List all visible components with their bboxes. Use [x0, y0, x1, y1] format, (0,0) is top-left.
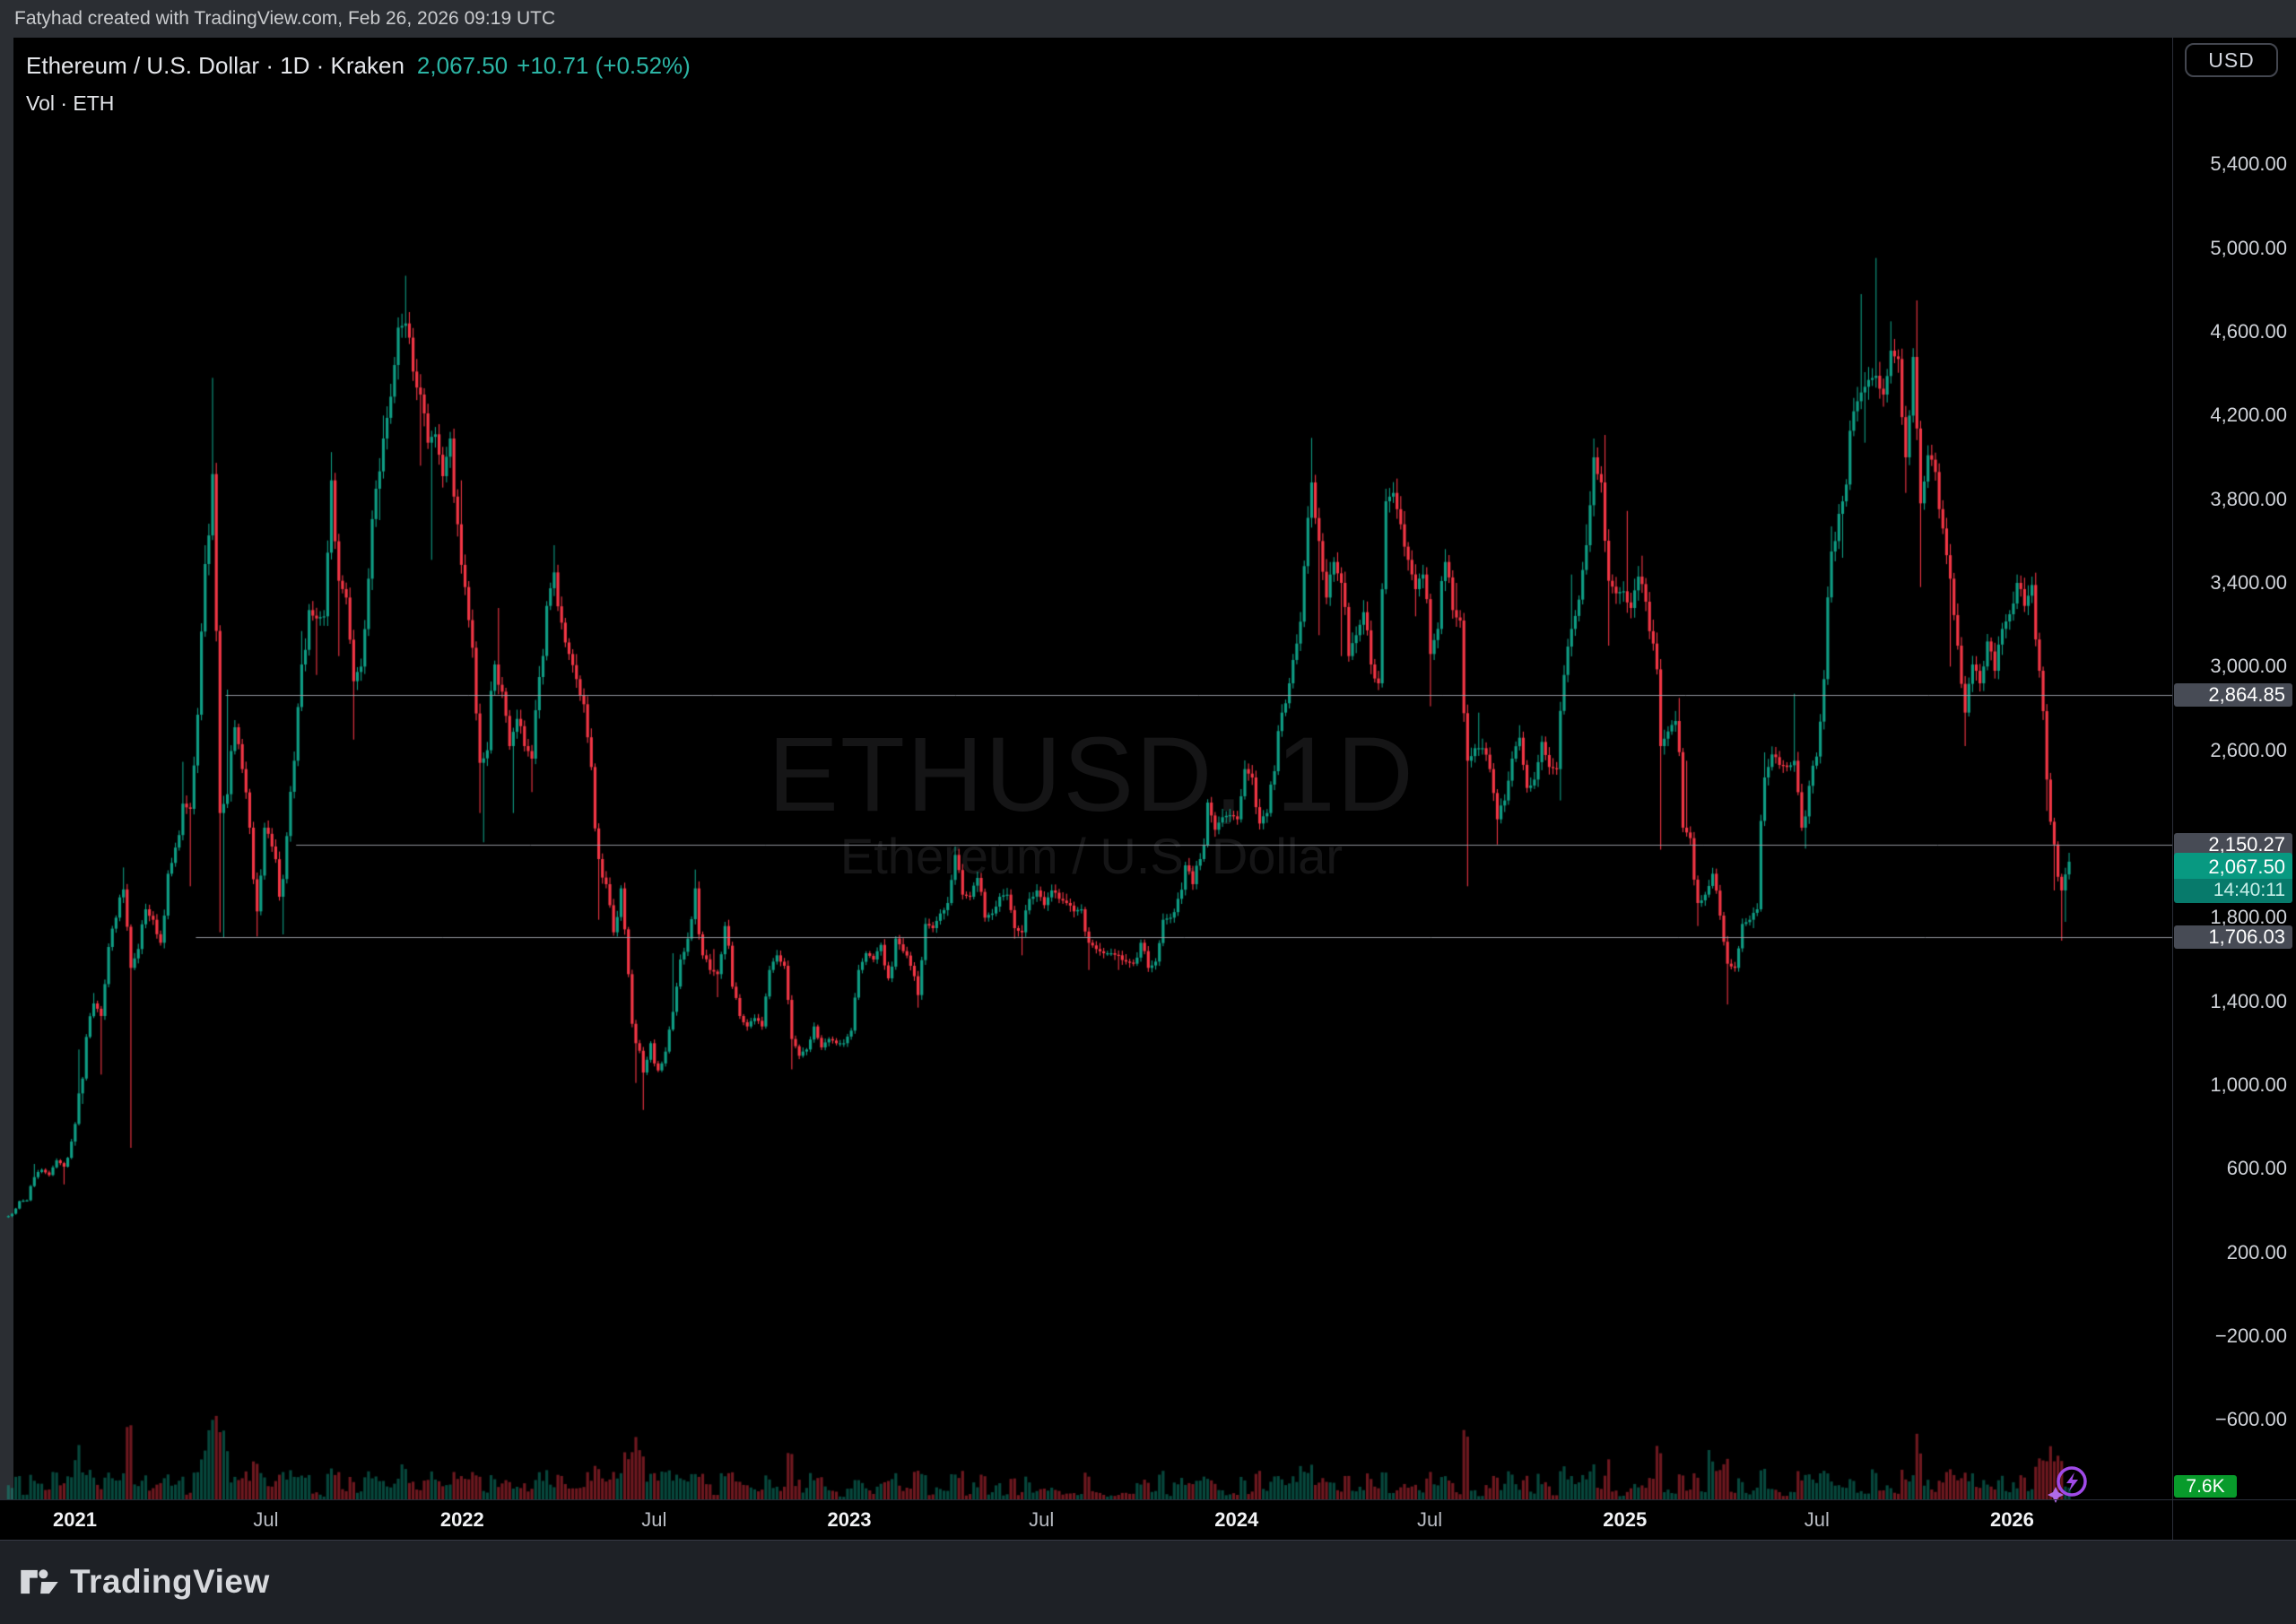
bar-countdown: 14:40:11: [2174, 879, 2292, 903]
time-axis-year-label: 2024: [1214, 1508, 1259, 1531]
tradingview-logo[interactable]: TradingView: [18, 1560, 270, 1603]
price-axis-label: −600.00: [2214, 1408, 2287, 1431]
footer-bar: TradingView: [0, 1541, 2296, 1624]
time-axis-month-label: Jul: [253, 1508, 279, 1531]
price-axis-label: 2,600.00: [2210, 738, 2287, 761]
time-axis-month-label: Jul: [1029, 1508, 1055, 1531]
level-badge-1706: 1,706.03: [2174, 925, 2292, 950]
boost-rocket-icon[interactable]: [2045, 1462, 2092, 1505]
price-axis-label: 4,200.00: [2210, 404, 2287, 427]
price-axis-label: 3,400.00: [2210, 570, 2287, 594]
price-axis-label: 600.00: [2226, 1157, 2287, 1180]
price-axis-label: 5,000.00: [2210, 236, 2287, 259]
price-axis[interactable]: USD 5,400.00 5,000.00 4,600.00 4,200.00 3,80…: [2172, 38, 2296, 1540]
price-axis-label: 3,000.00: [2210, 655, 2287, 678]
chart-legend[interactable]: Ethereum / U.S. Dollar · 1D · Kraken 2,06…: [26, 52, 691, 116]
price-change-value: +10.71 (+0.52%): [517, 52, 691, 79]
time-axis-year-label: 2022: [439, 1508, 484, 1531]
time-axis[interactable]: 2021 Jul 2022 Jul 2023 Jul 2024 Jul 2025 Jul 2026: [0, 1500, 2172, 1540]
time-axis-year-label: 2026: [1989, 1508, 2034, 1531]
tradingview-logo-text: TradingView: [70, 1563, 270, 1600]
price-axis-label: 1,800.00: [2210, 906, 2287, 929]
price-axis-label: 1,400.00: [2210, 989, 2287, 1012]
volume-value-badge: 7.6K: [2174, 1475, 2237, 1498]
price-axis-label: −200.00: [2214, 1324, 2287, 1347]
time-axis-month-label: Jul: [641, 1508, 667, 1531]
tradingview-logo-icon: [21, 1569, 58, 1594]
time-axis-month-label: Jul: [1416, 1508, 1443, 1531]
timeaxis-separator: [0, 1499, 2296, 1500]
last-price-value: 2,067.50: [416, 52, 509, 79]
currency-usd-button[interactable]: USD: [2185, 43, 2278, 77]
last-price-badge: 2,067.50 14:40:11: [2174, 853, 2292, 903]
footer-separator: [0, 1540, 2296, 1541]
level-badge-2150: 2,150.27: [2174, 832, 2292, 856]
time-axis-year-label: 2021: [53, 1508, 97, 1531]
time-axis-month-label: Jul: [1804, 1508, 1830, 1531]
symbol-title[interactable]: Ethereum / U.S. Dollar · 1D · Kraken: [26, 52, 404, 79]
volume-indicator-label[interactable]: Vol · ETH: [26, 91, 115, 115]
price-axis-label: 3,800.00: [2210, 487, 2287, 510]
level-badge-2864: 2,864.85: [2174, 682, 2292, 707]
axis-separator-vertical: [2172, 38, 2173, 1540]
price-axis-label: 200.00: [2226, 1240, 2287, 1264]
price-axis-label: 5,400.00: [2210, 152, 2287, 176]
price-axis-label: 1,000.00: [2210, 1073, 2287, 1096]
time-axis-year-label: 2025: [1603, 1508, 1648, 1531]
time-axis-year-label: 2023: [827, 1508, 872, 1531]
last-price-badge-value: 2,067.50: [2174, 853, 2292, 879]
price-axis-label: 4,600.00: [2210, 319, 2287, 343]
